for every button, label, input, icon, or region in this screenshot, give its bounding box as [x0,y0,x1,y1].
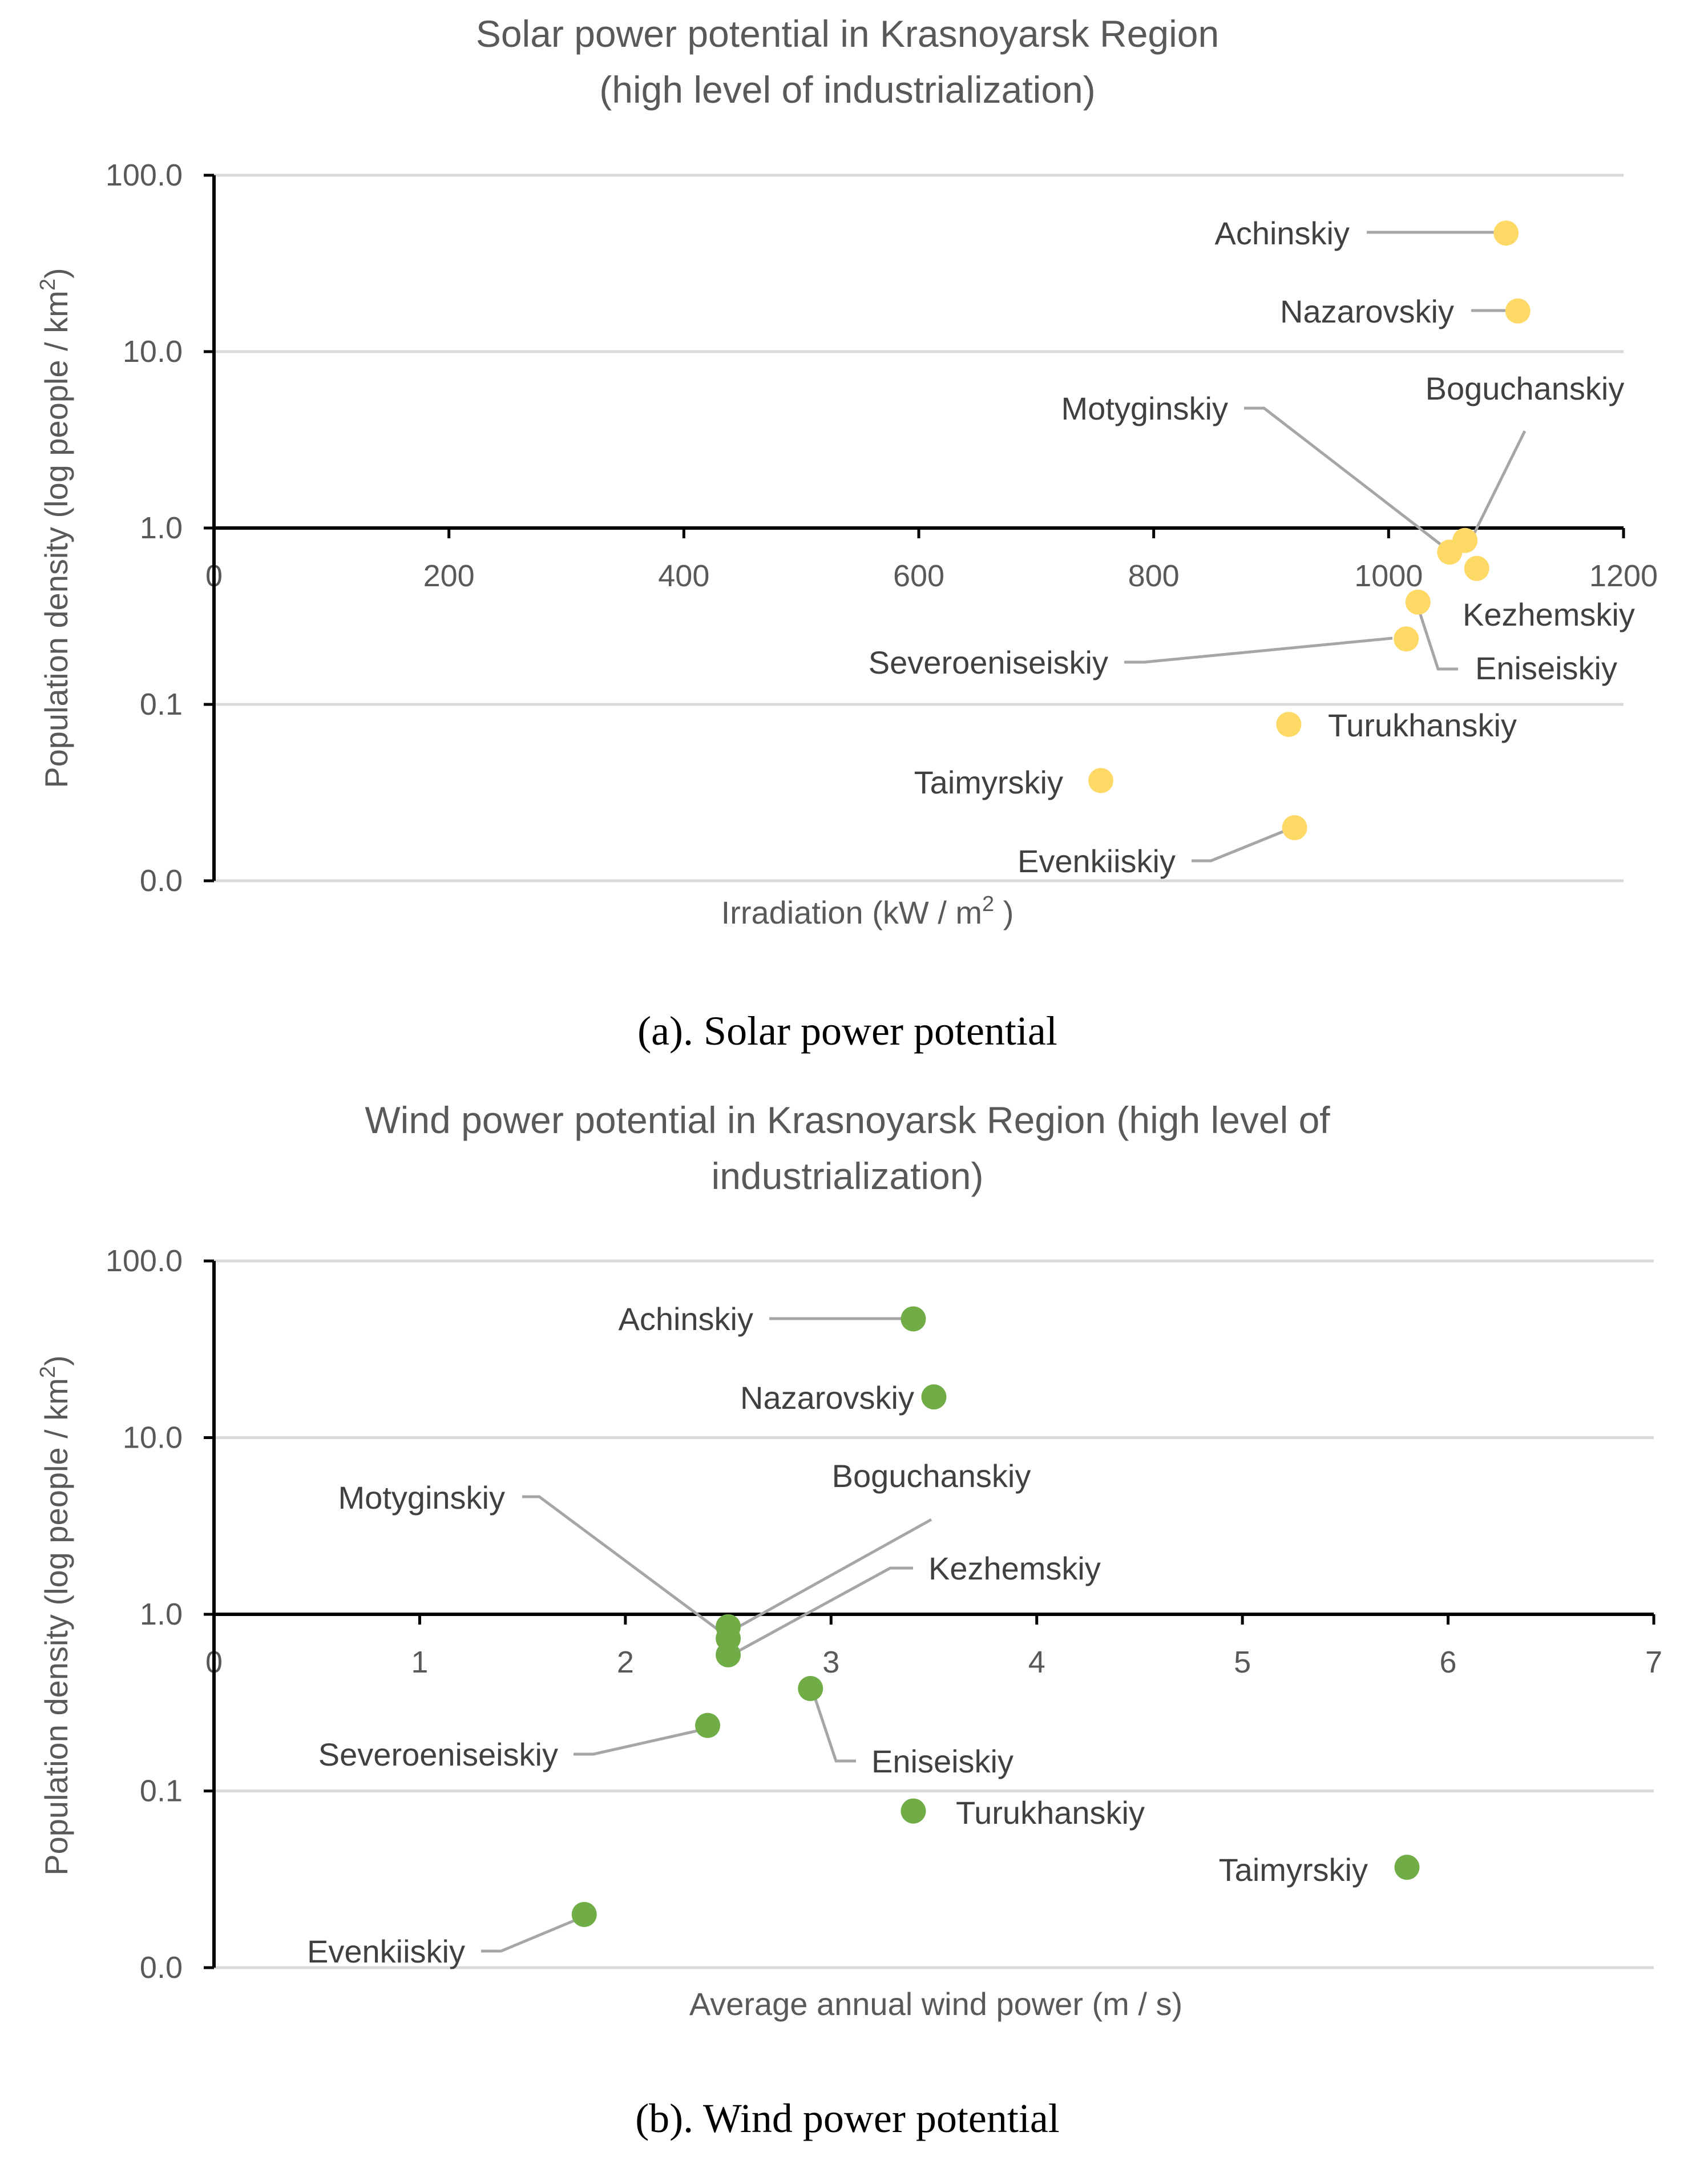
point-labels: Achinskiy Nazarovskiy Motyginskiy Boguchans… [869,215,1635,879]
data-points [1088,220,1531,840]
point-label-severoeniseiskiy: Severoeniseiskiy [318,1736,558,1772]
data-point-turukhanskiy [1276,712,1302,738]
y-axis-label: Population density (log people / km2) [36,268,74,788]
x-tick-label: 1 [411,1645,428,1679]
y-tick-label: 100.0 [106,1244,183,1278]
x-tick-label: 3 [822,1645,839,1679]
y-tick-label: 10.0 [123,335,183,369]
x-axis-label: Average annual wind power (m / s) [689,1986,1182,2022]
point-label-kezhemskiy: Kezhemskiy [1463,597,1635,632]
point-label-kezhemskiy: Kezhemskiy [928,1550,1101,1586]
data-point-boguchanskiy [1452,527,1478,553]
leader-line-evenkiiskiy [1192,826,1293,863]
leader-line-motyginskiy [522,1495,723,1634]
y-tick-label: 0.1 [140,1774,183,1808]
point-label-severoeniseiskiy: Severoeniseiskiy [869,644,1108,680]
y-tick-label: 10.0 [123,1421,183,1455]
y-tick-label: 0.0 [140,1951,183,1985]
leader-line-eniseiskiy [1415,602,1458,671]
data-point-severoeniseiskiy [1394,626,1419,652]
x-axis-label: Irradiation (kW / m2 ) [721,892,1014,930]
point-label-achinskiy: Achinskiy [618,1301,753,1337]
x-tick-label: 5 [1234,1645,1251,1679]
data-point-kezhemskiy [716,1642,741,1667]
point-label-motyginskiy: Motyginskiy [338,1480,505,1516]
leader-line-eniseiskiy [811,1692,856,1763]
point-label-achinskiy: Achinskiy [1214,215,1350,251]
point-label-nazarovskiy: Nazarovskiy [1280,293,1454,329]
leader-lines [481,1317,932,1953]
data-point-evenkiiskiy [1282,815,1307,840]
data-point-taimyrskiy [1394,1855,1420,1880]
leader-lines [1124,231,1527,863]
solar-chart: Solar power potential in Krasnoyarsk Reg… [36,13,1658,1054]
point-label-eniseiskiy: Eniseiskiy [871,1743,1014,1779]
y-tick-label: 1.0 [140,511,183,545]
x-tick-label: 200 [423,559,475,593]
leader-line-boguchanskiy [732,1518,932,1631]
chart-title-line-2: industrialization) [712,1155,984,1197]
data-point-evenkiiskiy [571,1901,597,1927]
data-point-kezhemskiy [1464,555,1489,581]
data-point-severoeniseiskiy [695,1712,721,1738]
x-tick-label: 6 [1440,1645,1457,1679]
y-tick-labels: 100.0 10.0 1.0 0.1 0.0 [106,1244,183,1985]
data-point-nazarovskiy [921,1384,947,1410]
chart-title-line-2: (high level of industrialization) [599,68,1095,111]
point-label-evenkiiskiy: Evenkiiskiy [307,1933,465,1969]
x-tick-label: 2 [617,1645,634,1679]
point-label-evenkiiskiy: Evenkiiskiy [1017,843,1176,879]
point-label-nazarovskiy: Nazarovskiy [740,1380,914,1416]
x-tick-label: 4 [1028,1645,1045,1679]
data-point-turukhanskiy [901,1798,926,1824]
data-point-boguchanskiy [716,1614,741,1639]
x-tick-label: 1200 [1589,559,1658,593]
y-tick-label: 0.1 [140,687,183,722]
leader-line-severoeniseiskiy [574,1727,708,1756]
wind-chart: Wind power potential in Krasnoyarsk Regi… [36,1099,1662,2141]
data-point-eniseiskiy [798,1676,823,1702]
data-point-achinskiy [901,1306,926,1332]
data-point-nazarovskiy [1505,298,1531,324]
point-label-turukhanskiy: Turukhanskiy [1328,707,1517,743]
y-tick-label: 0.0 [140,864,183,898]
figure-caption: (b). Wind power potential [635,2096,1060,2141]
leader-line-severoeniseiskiy [1124,636,1393,664]
point-label-motyginskiy: Motyginskiy [1061,390,1228,426]
point-labels: Achinskiy Nazarovskiy Motyginskiy Boguchans… [307,1301,1368,1969]
data-point-eniseiskiy [1405,589,1431,615]
y-axis-label: Population density (log people / km2) [36,1355,74,1875]
point-label-boguchanskiy: Boguchanskiy [832,1458,1031,1494]
point-label-taimyrskiy: Taimyrskiy [914,764,1063,800]
point-label-eniseiskiy: Eniseiskiy [1475,650,1617,686]
data-points [571,1306,1420,1927]
x-tick-label: 800 [1128,559,1180,593]
y-tick-labels: 100.0 10.0 1.0 0.1 0.0 [106,158,183,898]
data-point-achinskiy [1493,220,1519,246]
point-label-boguchanskiy: Boguchanskiy [1426,370,1625,406]
chart-title-line-1: Solar power potential in Krasnoyarsk Reg… [476,13,1219,55]
point-label-taimyrskiy: Taimyrskiy [1219,1852,1368,1888]
leader-line-motyginskiy [1244,406,1445,548]
chart-title-line-1: Wind power potential in Krasnoyarsk Regi… [365,1099,1330,1141]
point-label-turukhanskiy: Turukhanskiy [956,1795,1145,1831]
data-point-taimyrskiy [1088,768,1114,793]
leader-line-evenkiiskiy [481,1915,584,1953]
leader-line-kezhemskiy [729,1566,913,1657]
leader-line-boguchanskiy [1472,430,1527,535]
x-tick-label: 400 [658,559,709,593]
x-tick-label: 600 [893,559,944,593]
x-tick-label: 1000 [1354,559,1423,593]
x-tick-label: 7 [1645,1645,1662,1679]
y-tick-label: 100.0 [106,158,183,192]
y-tick-label: 1.0 [140,1597,183,1631]
figure-caption: (a). Solar power potential [637,1008,1057,1054]
